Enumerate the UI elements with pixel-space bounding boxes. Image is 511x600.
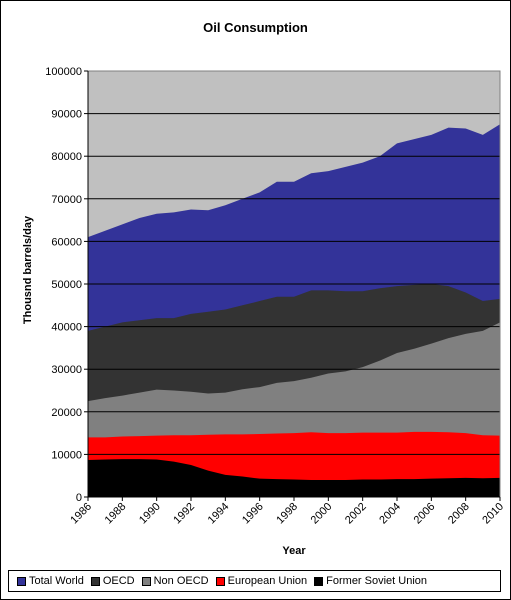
legend-swatch: [314, 576, 324, 586]
y-tick-label: 70000: [51, 194, 82, 206]
legend-swatch: [141, 576, 151, 586]
x-tick-label: 2004: [377, 501, 403, 527]
legend-item-total-world: Total World: [17, 575, 84, 587]
y-tick-label: 60000: [51, 236, 82, 248]
legend: Total World OECD Non OECD European Union For…: [8, 570, 501, 592]
legend-item-oecd: OECD: [90, 575, 135, 587]
y-axis-title: Thousnd barrels/day: [22, 215, 34, 324]
legend-label: Former Soviet Union: [326, 575, 428, 587]
x-tick-label: 2000: [309, 501, 335, 527]
y-tick-label: 90000: [51, 109, 82, 121]
legend-label: OECD: [102, 575, 135, 587]
x-tick-label: 1998: [274, 501, 300, 527]
x-axis-title: Year: [282, 545, 306, 557]
x-tick-label: 2008: [446, 501, 472, 527]
x-tick-label: 1994: [206, 501, 232, 527]
chart-svg: 0 10000 20000 30000 40000 50000 60000 70000 8000…: [22, 66, 506, 557]
x-tick-label: 2006: [412, 501, 438, 527]
legend-label: Non OECD: [153, 575, 209, 587]
x-tick-label: 1992: [171, 501, 197, 527]
y-tick-label: 0: [76, 492, 82, 504]
y-tick-label: 80000: [51, 151, 82, 163]
x-tick-label: 2010: [480, 501, 506, 527]
y-tick-label: 20000: [51, 407, 82, 419]
y-tick-label: 40000: [51, 322, 82, 334]
legend-swatch: [90, 576, 100, 586]
x-tick-label: 1988: [103, 501, 129, 527]
area-former-soviet-union: [88, 459, 500, 497]
x-tick-label: 2002: [343, 501, 369, 527]
legend-label: European Union: [227, 575, 308, 587]
legend-item-former-soviet-union: Former Soviet Union: [314, 575, 427, 587]
legend-swatch: [17, 576, 26, 586]
y-tick-label: 50000: [51, 279, 82, 291]
chart-title: Oil Consumption: [203, 20, 308, 35]
y-tick-label: 100000: [45, 66, 82, 78]
x-tick-label: 1990: [137, 501, 163, 527]
y-tick-label: 10000: [51, 449, 82, 461]
legend-label: Total World: [29, 575, 84, 587]
y-tick-label: 30000: [51, 364, 82, 376]
legend-swatch: [215, 576, 225, 586]
legend-item-european-union: European Union: [215, 575, 308, 587]
x-tick-label: 1996: [240, 501, 266, 527]
x-tick-label: 1986: [68, 501, 94, 527]
legend-item-non-oecd: Non OECD: [141, 575, 209, 587]
